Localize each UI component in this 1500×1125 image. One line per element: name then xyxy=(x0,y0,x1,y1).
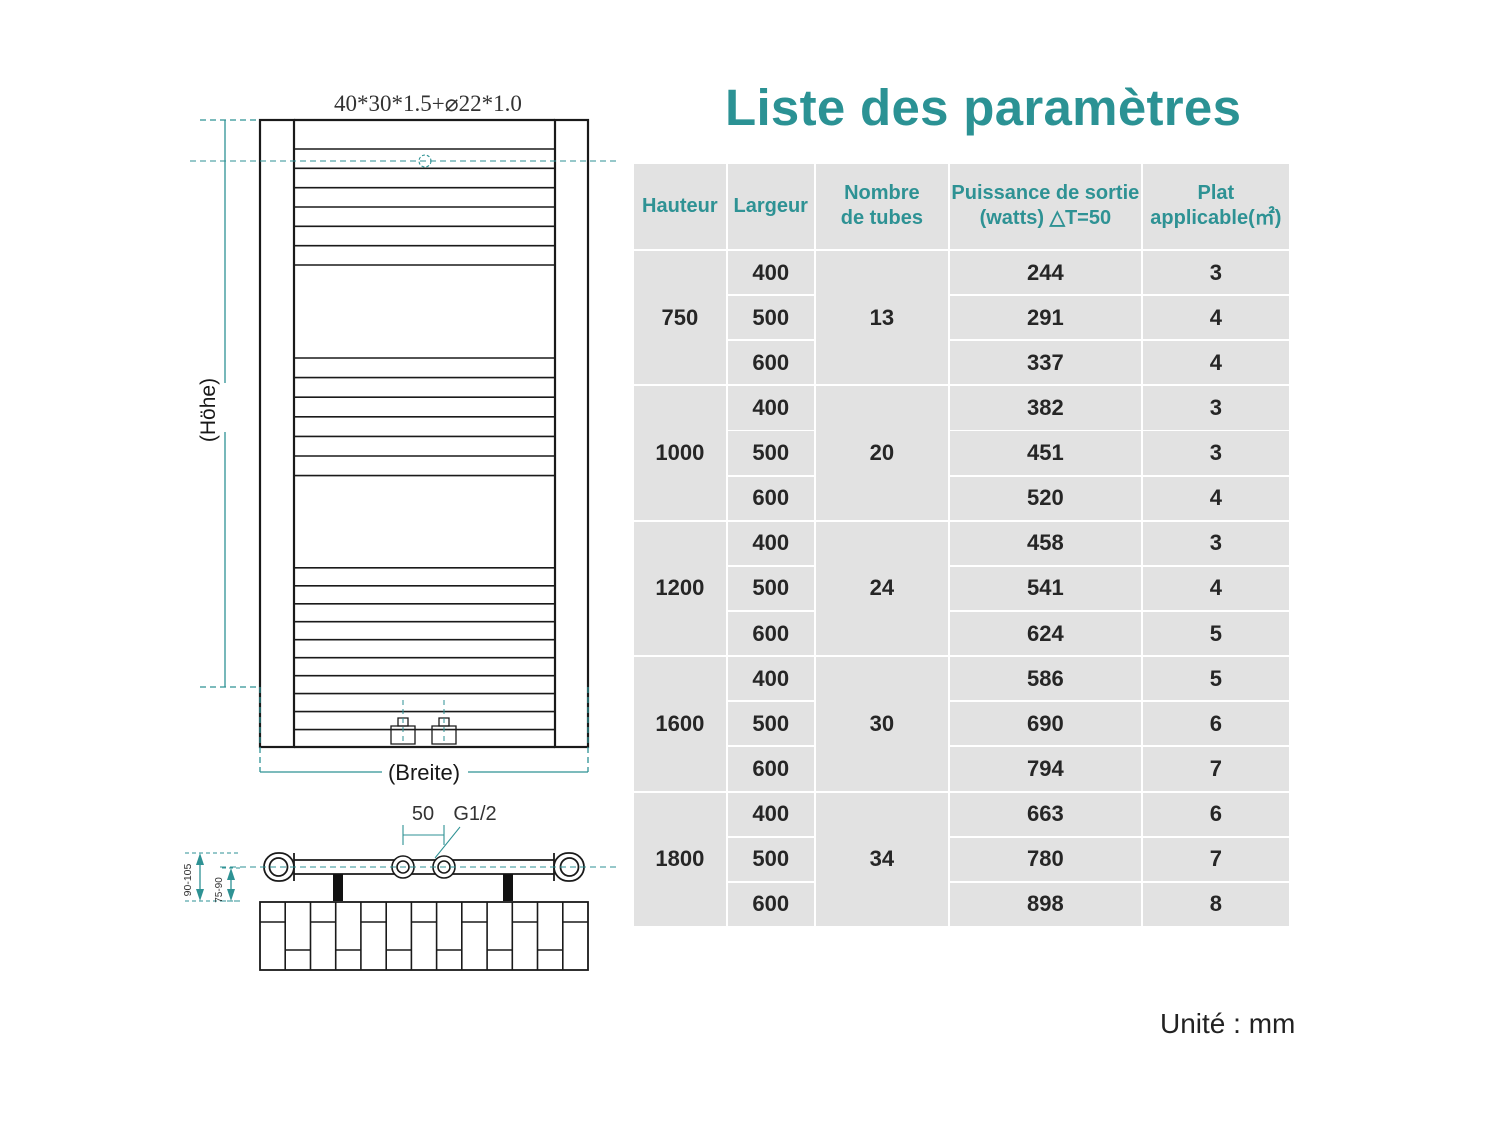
svg-text:90-105: 90-105 xyxy=(182,863,194,896)
svg-text:75-90: 75-90 xyxy=(214,877,225,903)
svg-text:(Höhe): (Höhe) xyxy=(197,378,220,442)
svg-text:50: 50 xyxy=(412,803,434,825)
svg-text:(Breite): (Breite) xyxy=(388,760,460,785)
svg-text:40*30*1.5+⌀22*1.0: 40*30*1.5+⌀22*1.0 xyxy=(334,91,522,116)
svg-text:G1/2: G1/2 xyxy=(453,803,496,825)
